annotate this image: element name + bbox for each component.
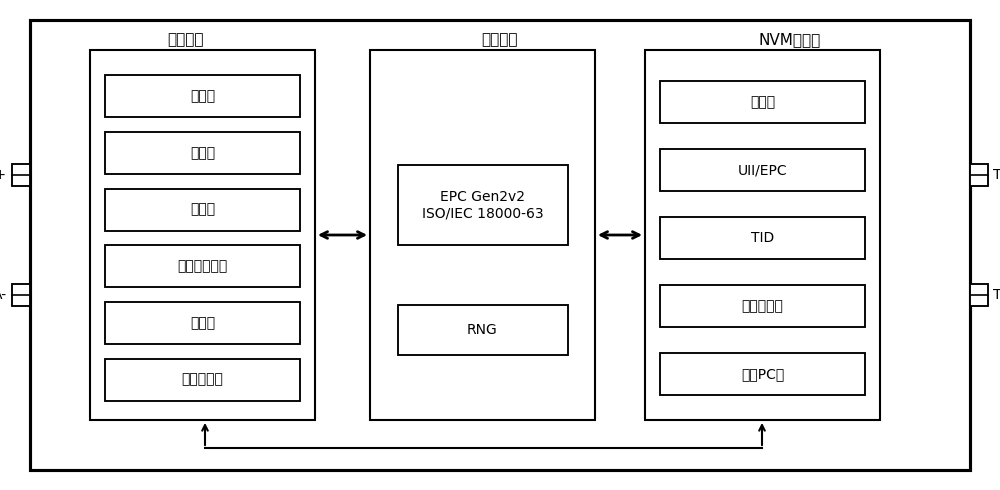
Text: 调制器: 调制器 xyxy=(190,89,215,103)
Text: 模拟电路: 模拟电路 xyxy=(167,32,203,47)
Text: 用户存储区: 用户存储区 xyxy=(742,299,783,313)
Text: RNG: RNG xyxy=(467,323,498,337)
Bar xyxy=(12,284,30,306)
Text: TEST1: TEST1 xyxy=(993,168,1000,182)
Bar xyxy=(970,284,988,306)
Text: EPC Gen2v2
ISO/IEC 18000-63: EPC Gen2v2 ISO/IEC 18000-63 xyxy=(422,190,543,220)
Bar xyxy=(660,285,865,327)
Bar xyxy=(105,302,300,344)
Bar xyxy=(105,132,300,174)
Bar xyxy=(970,164,988,186)
Text: 振荚器: 振荚器 xyxy=(190,316,215,330)
Text: A-: A- xyxy=(0,288,7,302)
Bar xyxy=(12,164,30,186)
Bar xyxy=(660,353,865,395)
Text: TID: TID xyxy=(751,231,774,245)
Text: 电源管理电路: 电源管理电路 xyxy=(177,259,228,273)
Bar xyxy=(105,189,300,231)
Bar xyxy=(660,217,865,259)
Bar xyxy=(645,50,880,420)
Bar xyxy=(370,50,595,420)
Text: 标志寄存器: 标志寄存器 xyxy=(182,373,223,387)
Text: 解调器: 解调器 xyxy=(190,146,215,160)
Bar xyxy=(105,359,300,401)
Bar xyxy=(90,50,315,420)
Text: 密码区: 密码区 xyxy=(750,95,775,109)
Bar xyxy=(398,165,568,245)
Text: UII/EPC: UII/EPC xyxy=(738,163,787,177)
Text: TEST2: TEST2 xyxy=(993,288,1000,302)
Text: NVM存储区: NVM存储区 xyxy=(759,32,821,47)
Bar xyxy=(398,305,568,355)
Bar xyxy=(105,75,300,117)
Text: A+: A+ xyxy=(0,168,7,182)
Text: 系统PC位: 系统PC位 xyxy=(741,367,784,381)
Bar xyxy=(105,245,300,287)
Text: 逻辑电路: 逻辑电路 xyxy=(482,32,518,47)
Bar xyxy=(660,81,865,123)
Bar xyxy=(660,149,865,191)
Text: 整流器: 整流器 xyxy=(190,203,215,217)
